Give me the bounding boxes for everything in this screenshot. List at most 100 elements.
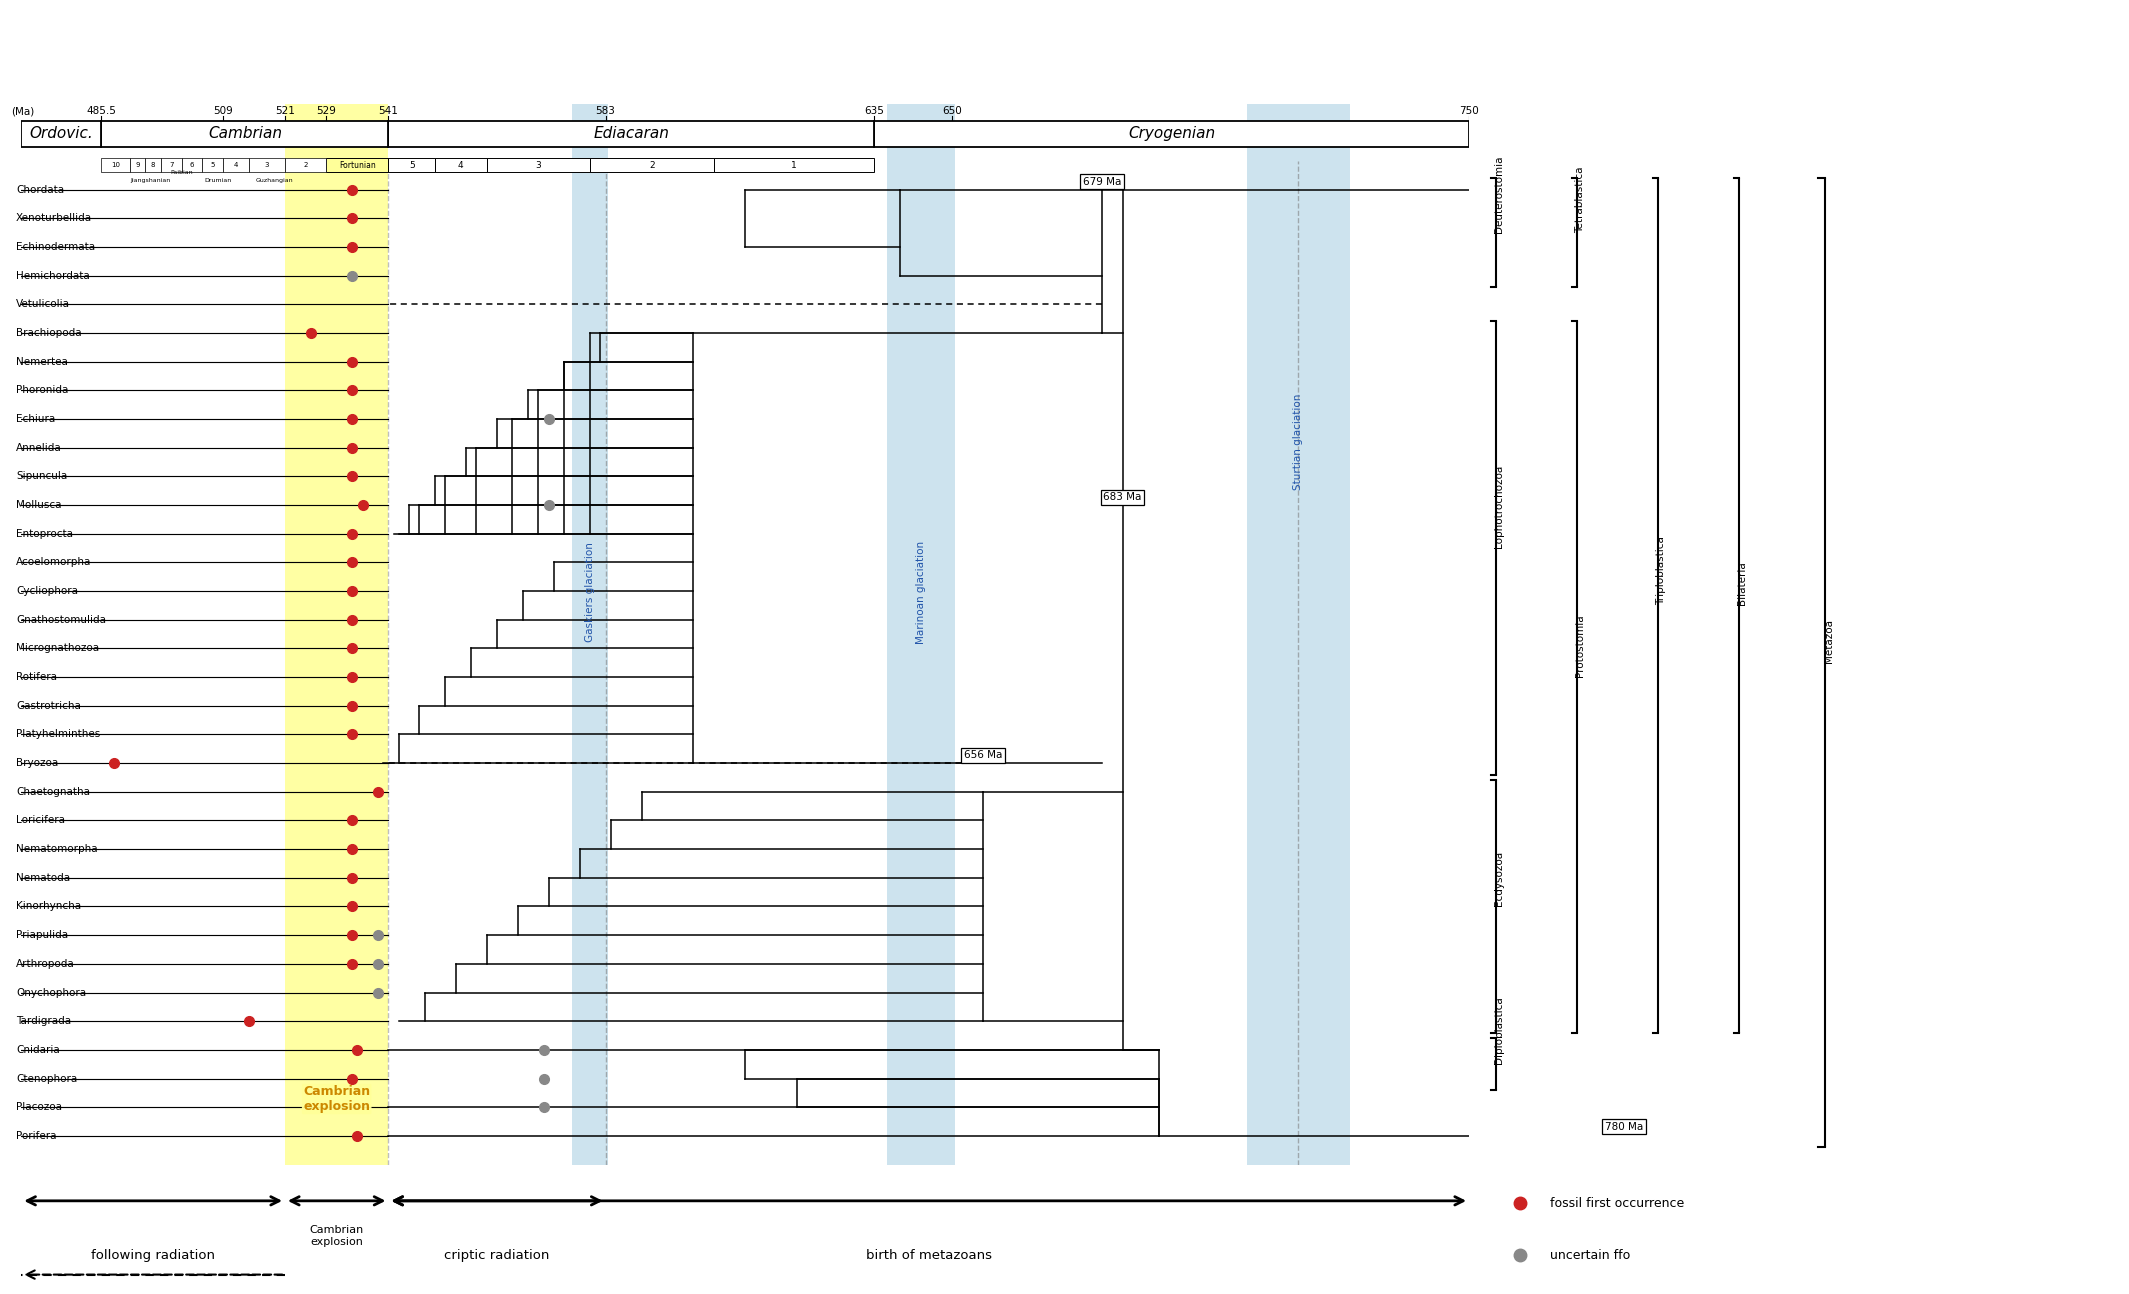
Text: Drumian: Drumian [204,179,232,184]
Text: Kinorhyncha: Kinorhyncha [17,902,81,911]
Text: 6: 6 [189,162,194,168]
Text: Diploblastica: Diploblastica [1495,996,1503,1064]
Bar [181,158,202,172]
Bar [590,158,713,172]
Text: Paibian: Paibian [170,170,194,175]
Text: following radiation: following radiation [92,1249,215,1262]
Bar [875,120,1469,146]
Text: Marinoan glaciation: Marinoan glaciation [915,541,926,644]
Bar [434,158,488,172]
Bar [202,158,224,172]
Bar [224,158,249,172]
Text: Loricifera: Loricifera [17,815,66,826]
Text: Onychophora: Onychophora [17,987,87,998]
Text: Phoronida: Phoronida [17,386,68,395]
Text: uncertain ffo: uncertain ffo [1550,1249,1631,1262]
Text: birth of metazoans: birth of metazoans [867,1249,992,1262]
Text: Priapulida: Priapulida [17,930,68,941]
Text: Micrognathozoa: Micrognathozoa [17,643,100,653]
Text: 5: 5 [211,162,215,168]
Bar [21,120,102,146]
Text: 583: 583 [596,106,615,116]
Text: Cryogenian: Cryogenian [1128,126,1216,141]
Text: Echinodermata: Echinodermata [17,242,96,252]
Bar [573,104,609,1165]
Text: Gaskiers glaciation: Gaskiers glaciation [585,542,594,642]
Text: Tetrablastica: Tetrablastica [1575,166,1584,233]
Bar [130,158,145,172]
Text: Lophotrochozoa: Lophotrochozoa [1495,465,1503,549]
Text: Bryozoa: Bryozoa [17,758,57,769]
Bar [488,158,590,172]
Text: 656 Ma: 656 Ma [964,751,1003,761]
Bar [102,158,130,172]
Text: Bilateria: Bilateria [1737,562,1746,606]
Text: Ecdysozoa: Ecdysozoa [1495,851,1503,907]
Text: 1: 1 [792,160,796,170]
Text: 9: 9 [136,162,141,168]
Text: Sturtian glaciation: Sturtian glaciation [1294,393,1303,490]
Text: 7: 7 [168,162,172,168]
Bar [285,158,326,172]
Bar [326,158,387,172]
Text: Triploblastica: Triploblastica [1656,537,1665,606]
Text: Cnidaria: Cnidaria [17,1044,60,1055]
Text: 541: 541 [379,106,398,116]
Text: 8: 8 [151,162,155,168]
Bar [285,104,387,1165]
Text: Deuterostomia: Deuterostomia [1495,155,1503,233]
Text: Nemertea: Nemertea [17,357,68,366]
Bar [713,158,875,172]
Text: Sipuncula: Sipuncula [17,471,68,481]
Bar [145,158,162,172]
Text: 509: 509 [213,106,232,116]
Text: Metazoa: Metazoa [1825,619,1833,663]
Text: Porifera: Porifera [17,1131,57,1141]
Text: Cambrian
explosion: Cambrian explosion [309,1225,364,1246]
Text: Ediacaran: Ediacaran [594,126,669,141]
Text: 3: 3 [537,160,541,170]
Text: Xenoturbellida: Xenoturbellida [17,214,92,224]
Text: (Ma): (Ma) [11,106,34,116]
Text: 485.5: 485.5 [87,106,117,116]
Text: Rotifera: Rotifera [17,672,57,682]
Text: Vetulicolia: Vetulicolia [17,299,70,309]
Text: Ctenophora: Ctenophora [17,1074,77,1083]
Bar [162,158,181,172]
Text: criptic radiation: criptic radiation [445,1249,549,1262]
Text: Cycliophora: Cycliophora [17,586,79,597]
Text: Gnathostomulida: Gnathostomulida [17,615,106,625]
Bar [888,104,954,1165]
Text: 635: 635 [864,106,884,116]
Text: Placozoa: Placozoa [17,1102,62,1113]
Text: 2: 2 [649,160,656,170]
Text: Entoprocta: Entoprocta [17,529,72,538]
Text: Ordovic.: Ordovic. [30,126,94,141]
Text: 529: 529 [317,106,336,116]
Text: 3: 3 [264,162,268,168]
Text: Arthropoda: Arthropoda [17,959,75,969]
Text: Nematomorpha: Nematomorpha [17,844,98,854]
Text: Fortunian: Fortunian [339,160,375,170]
Text: Jiangshanian: Jiangshanian [130,179,170,184]
Text: Cambrian: Cambrian [209,126,281,141]
Text: Echiura: Echiura [17,414,55,424]
Bar [102,120,387,146]
Text: 679 Ma: 679 Ma [1084,177,1122,186]
Text: Chordata: Chordata [17,185,64,194]
Text: Guzhangian: Guzhangian [255,179,294,184]
Text: 521: 521 [275,106,296,116]
Text: Platyhelminthes: Platyhelminthes [17,730,100,739]
Text: Nematoda: Nematoda [17,873,70,883]
Text: Tardigrada: Tardigrada [17,1016,70,1026]
Bar [387,120,875,146]
Text: Cambrian
explosion: Cambrian explosion [302,1084,370,1113]
Text: 650: 650 [943,106,962,116]
Text: 5: 5 [409,160,415,170]
Bar [387,158,434,172]
Text: fossil first occurrence: fossil first occurrence [1550,1197,1684,1210]
Text: 4: 4 [458,160,464,170]
Text: Brachiopoda: Brachiopoda [17,327,81,338]
Text: Hemichordata: Hemichordata [17,270,89,281]
Text: Gastrotricha: Gastrotricha [17,701,81,710]
